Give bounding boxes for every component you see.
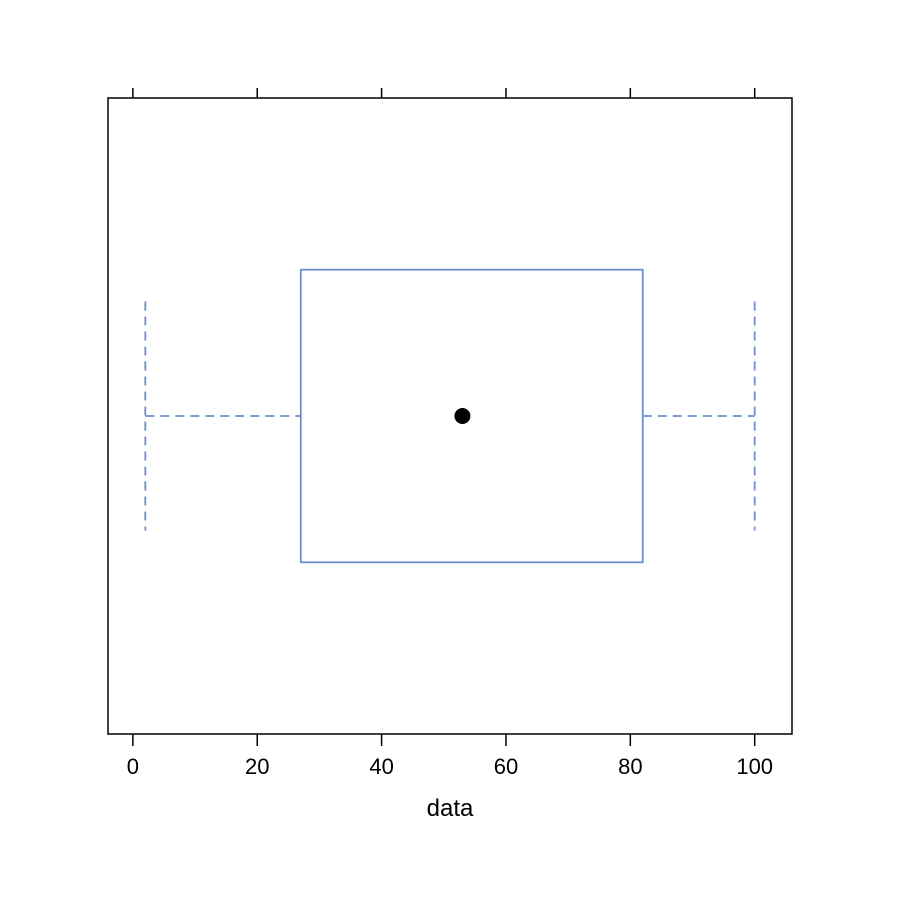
tick-label: 20 (245, 754, 269, 779)
x-axis-label: data (427, 795, 474, 822)
median-dot (454, 408, 470, 424)
boxplot-chart: 0 20 40 60 80 100 data (0, 0, 900, 900)
tick-label: 100 (736, 754, 773, 779)
tick-label: 80 (618, 754, 642, 779)
tick-label: 0 (127, 754, 139, 779)
tick-label: 40 (369, 754, 393, 779)
iqr-box (301, 270, 643, 563)
tick-label: 60 (494, 754, 518, 779)
